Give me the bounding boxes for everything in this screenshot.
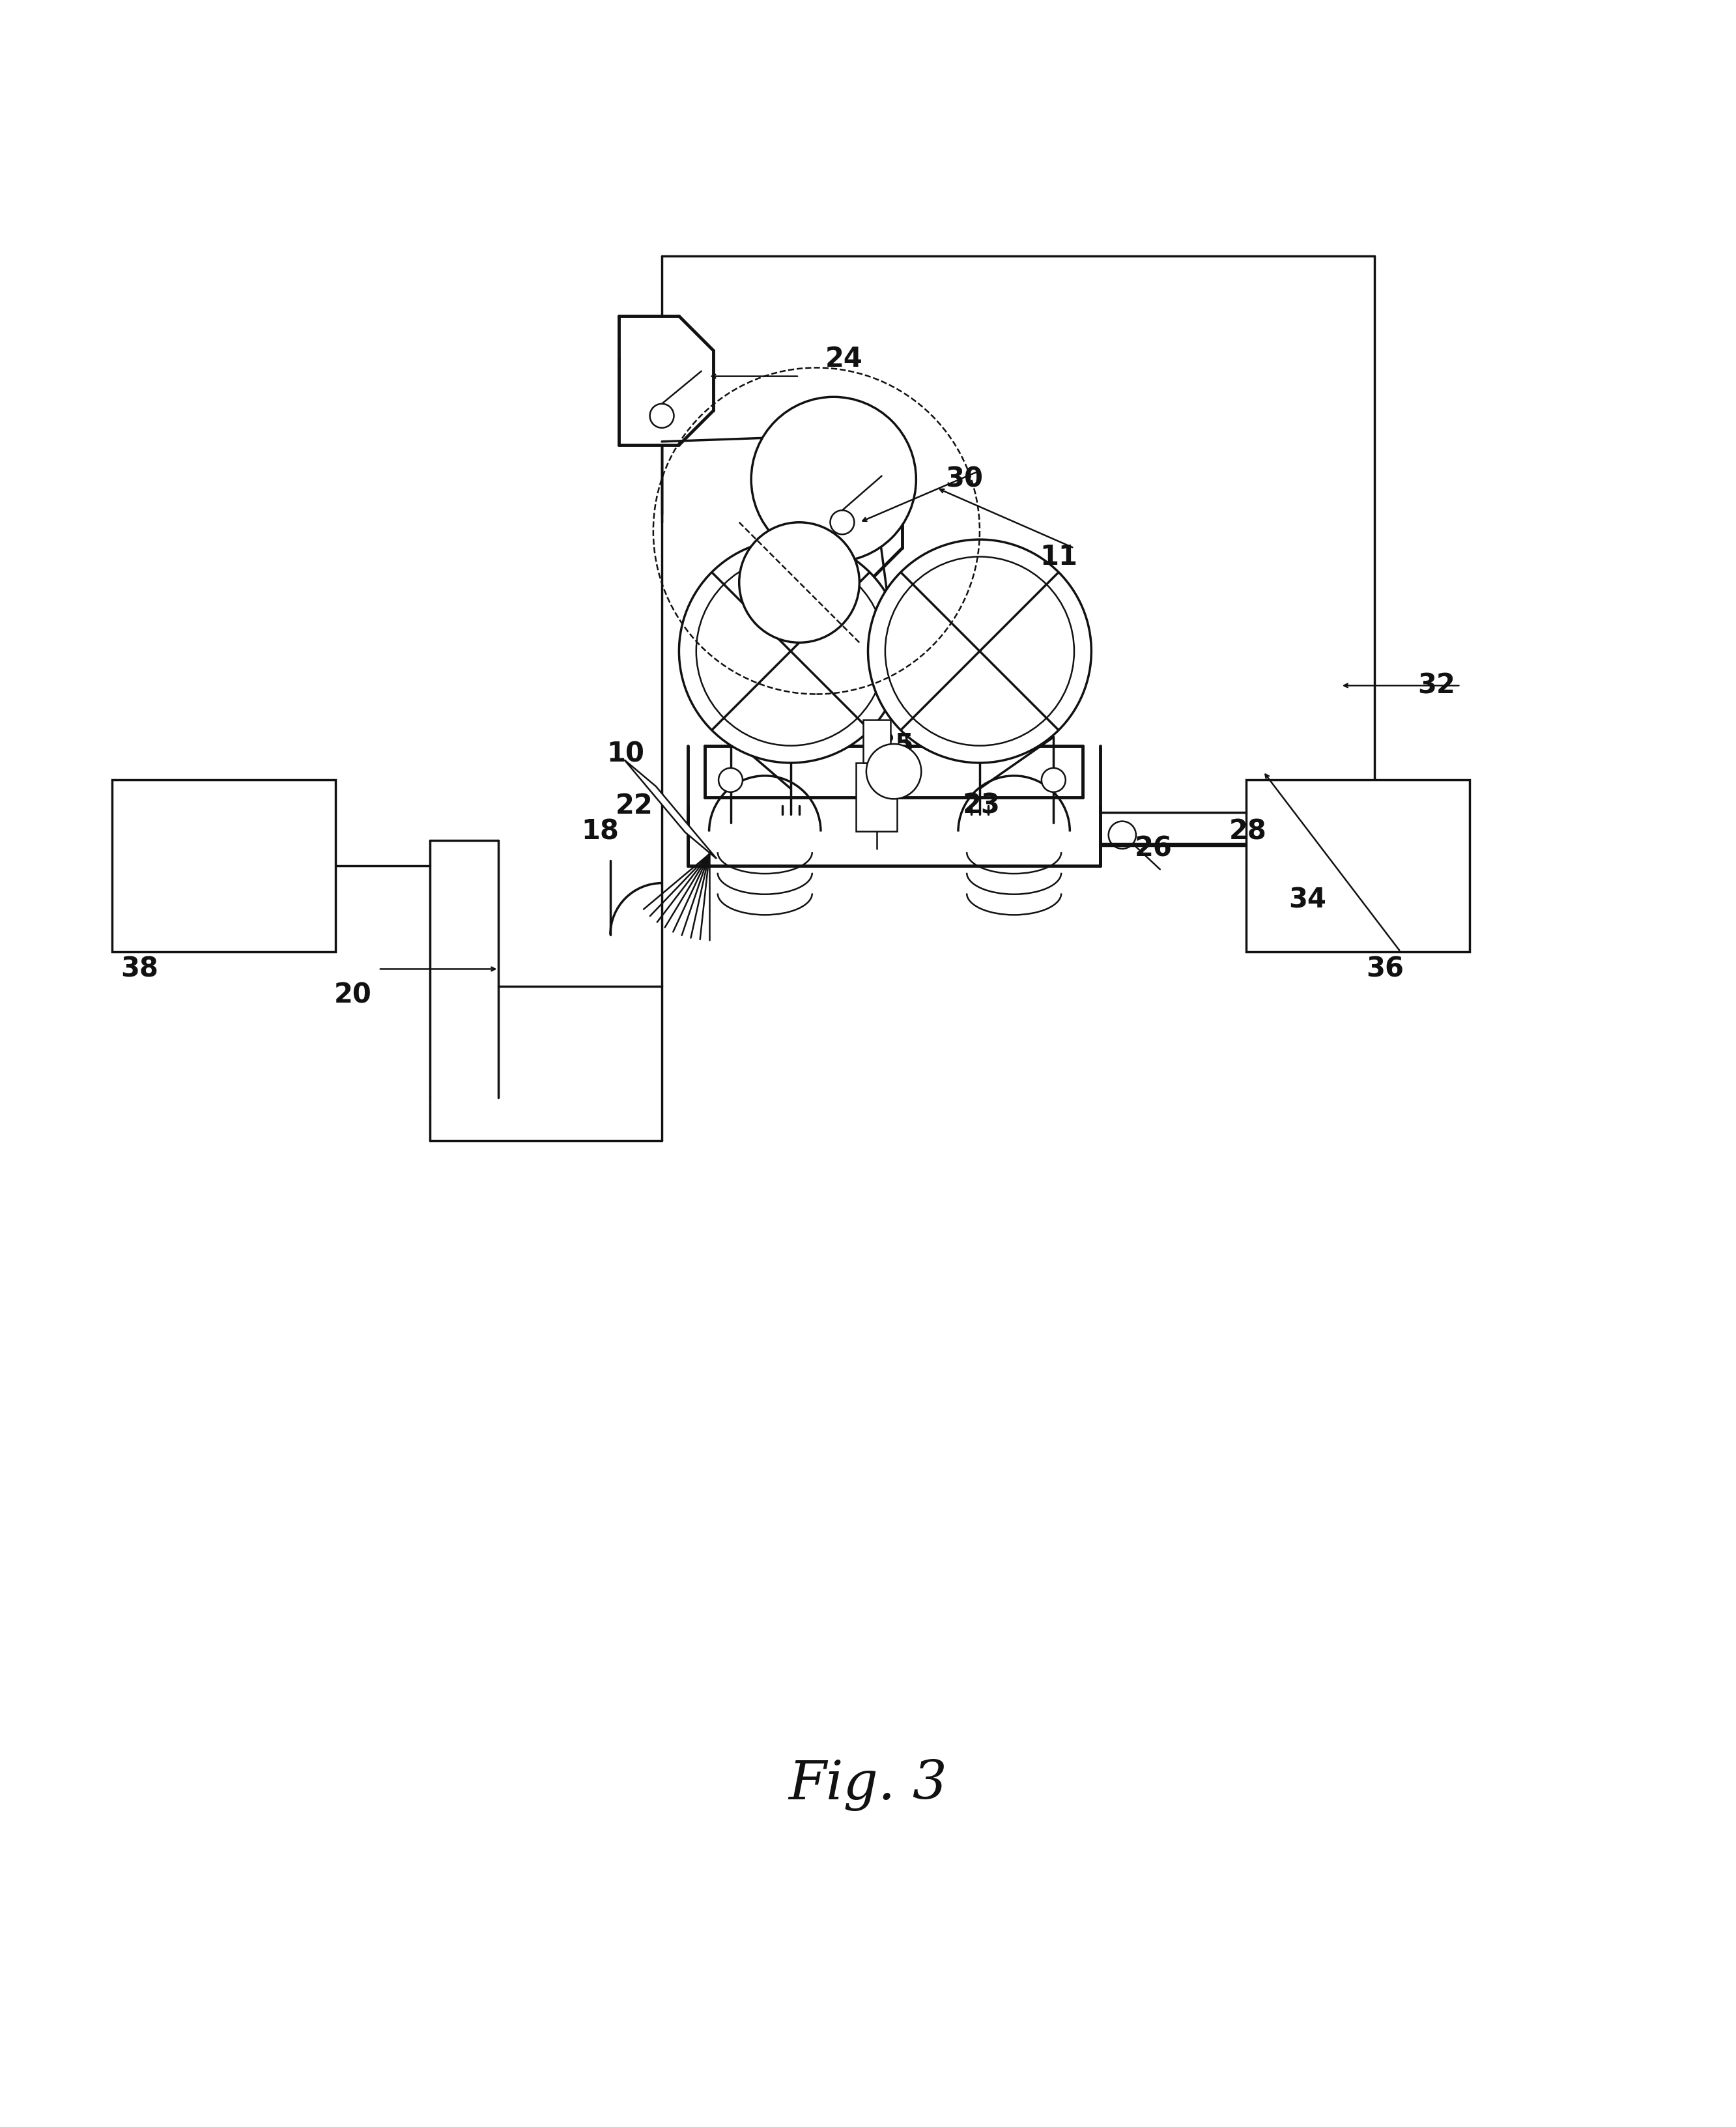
Circle shape [1042,768,1066,791]
Polygon shape [625,759,717,859]
Text: 24: 24 [825,345,863,372]
Text: 10: 10 [608,740,644,768]
Text: 23: 23 [962,791,1000,819]
Text: 35: 35 [877,732,915,759]
Text: 26: 26 [1134,836,1172,861]
Circle shape [868,540,1092,764]
Text: 20: 20 [333,981,372,1008]
Text: 36: 36 [1366,955,1404,983]
Bar [1246,781,1469,951]
Text: 28: 28 [1229,819,1267,844]
Circle shape [866,744,922,800]
Bar [863,719,891,764]
Circle shape [752,398,917,562]
Circle shape [885,557,1075,747]
Circle shape [696,557,885,747]
Text: 22: 22 [616,791,653,819]
Bar [113,781,335,951]
Circle shape [740,523,859,642]
Text: 11: 11 [1040,542,1078,570]
Bar [856,764,898,832]
Text: 38: 38 [122,955,158,983]
Circle shape [679,540,903,764]
Text: 30: 30 [946,466,983,493]
Text: 32: 32 [1418,672,1455,700]
Text: 34: 34 [1288,887,1326,915]
Text: 18: 18 [582,819,620,844]
Circle shape [719,768,743,791]
Text: Fig. 3: Fig. 3 [788,1759,948,1810]
